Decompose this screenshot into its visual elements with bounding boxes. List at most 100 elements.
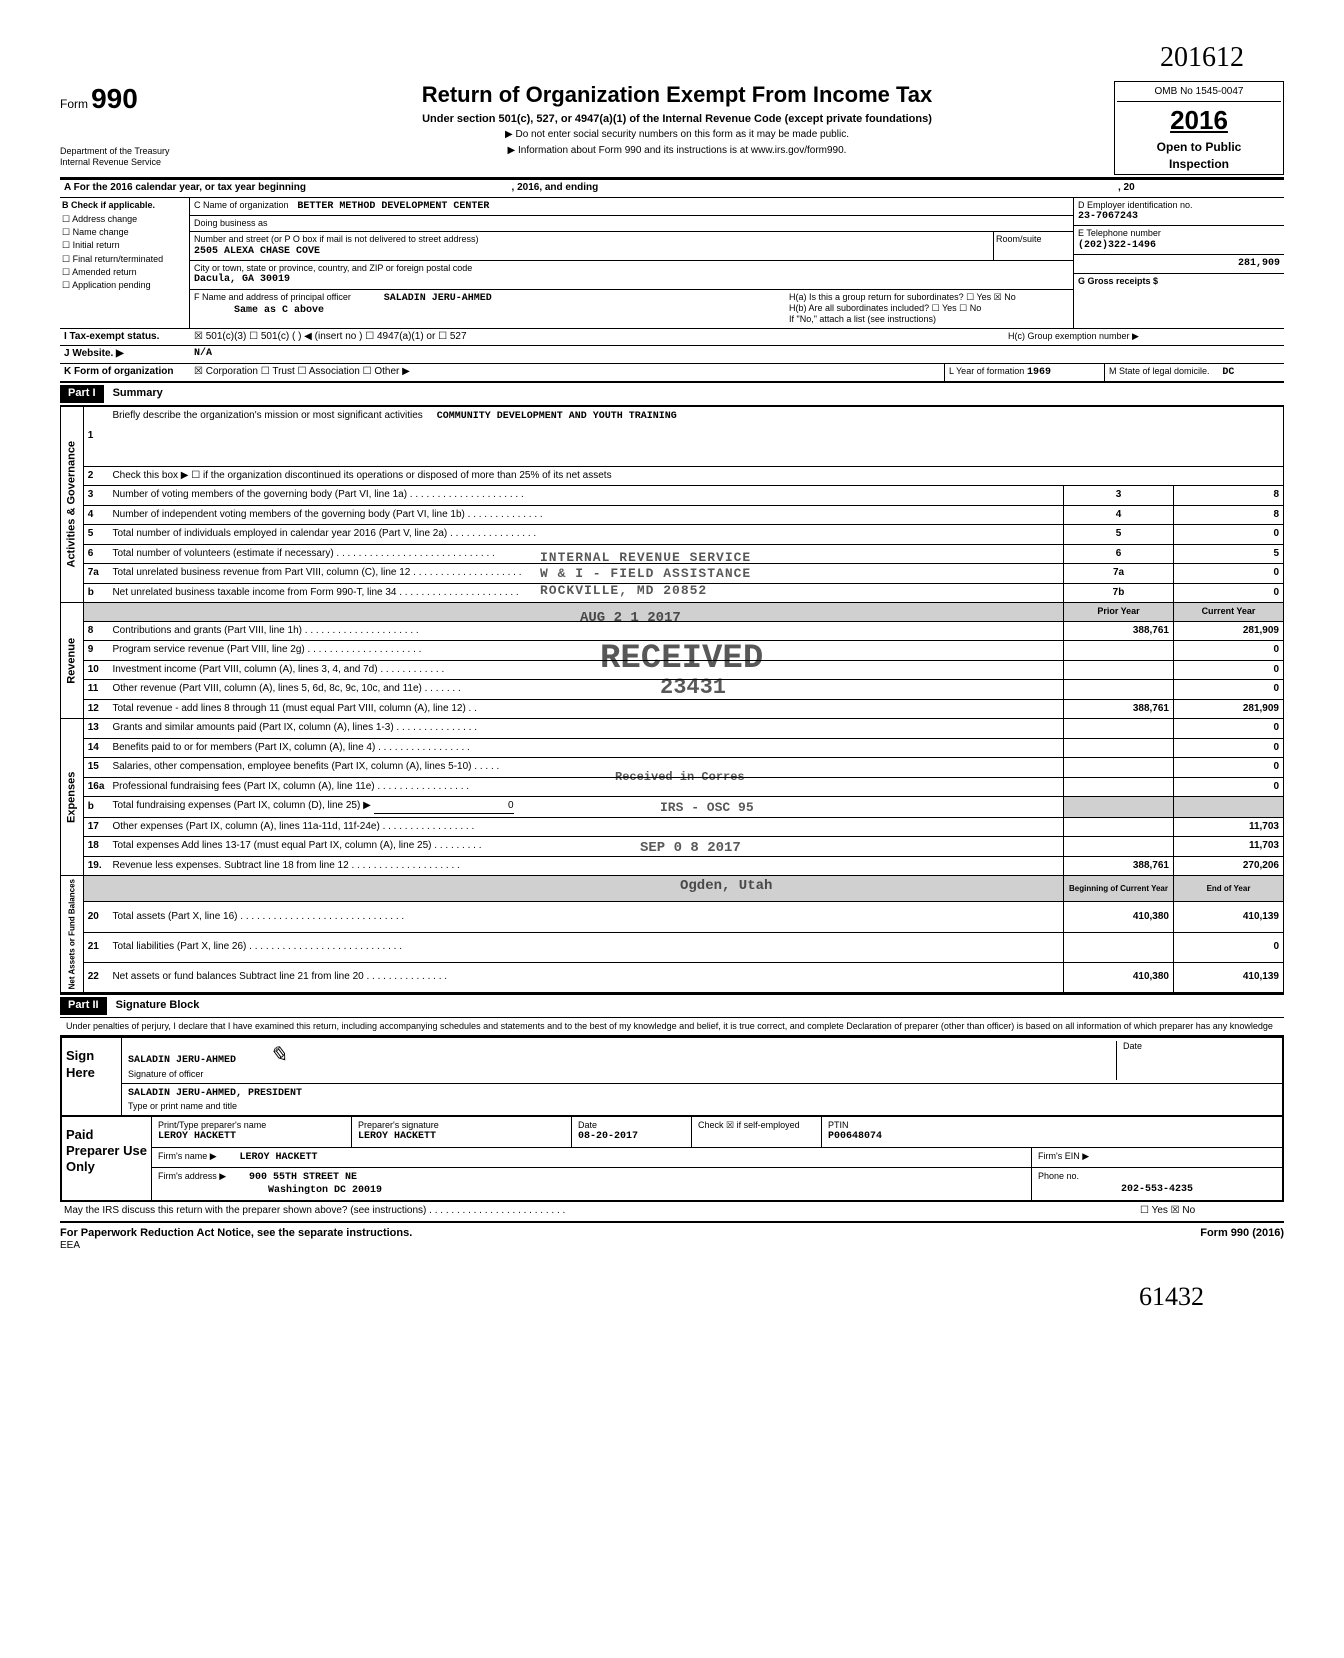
g-num-5: 5 xyxy=(83,525,108,545)
f-label: F Name and address of principal officer xyxy=(194,292,351,302)
g-desc-5: Total number of individuals employed in … xyxy=(108,525,1063,545)
e-py-15 xyxy=(1064,758,1174,778)
penalty-statement: Under penalties of perjury, I declare th… xyxy=(60,1018,1284,1036)
addr-value: 2505 ALEXA CHASE COVE xyxy=(194,246,1069,259)
officer-signature: ✎ xyxy=(269,1042,287,1067)
r-cy-10: 0 xyxy=(1174,660,1284,680)
prior-year-header: Prior Year xyxy=(1064,603,1174,621)
i-label: I Tax-exempt status. xyxy=(64,331,159,342)
line2[interactable]: Check this box ▶ ☐ if the organization d… xyxy=(108,466,1283,486)
prep-date: 08-20-2017 xyxy=(578,1131,685,1144)
chk-pending[interactable]: Application pending xyxy=(60,279,189,292)
n-py-21 xyxy=(1064,932,1174,962)
sig-print-name: SALADIN JERU-AHMED, PRESIDENT xyxy=(128,1088,302,1099)
prep-name: LEROY HACKETT xyxy=(158,1131,345,1144)
line16b-label: Total fundraising expenses (Part IX, col… xyxy=(112,800,370,811)
n-num-20: 20 xyxy=(83,902,108,932)
n-py-20: 410,380 xyxy=(1064,902,1174,932)
e-desc-13: Grants and similar amounts paid (Part IX… xyxy=(108,719,1063,739)
chk-name-change[interactable]: Name change xyxy=(60,226,189,239)
discuss-question: May the IRS discuss this return with the… xyxy=(64,1205,1140,1218)
firm-name-label: Firm's name ▶ xyxy=(158,1151,217,1161)
sig-print-label: Type or print name and title xyxy=(128,1101,1276,1112)
prep-date-label: Date xyxy=(578,1120,685,1131)
part2-title: Signature Block xyxy=(116,999,200,1013)
k-options[interactable]: ☒ Corporation ☐ Trust ☐ Association ☐ Ot… xyxy=(190,364,944,382)
part1-label: Part I xyxy=(60,385,104,403)
firm-addr1: 900 55TH STREET NE xyxy=(249,1172,357,1183)
row-j: J Website. ▶ N/A xyxy=(60,346,1284,364)
row-a-left: A For the 2016 calendar year, or tax yea… xyxy=(64,182,306,193)
n-desc-21: Total liabilities (Part X, line 26) . . … xyxy=(108,932,1063,962)
omb-number: OMB No 1545-0047 xyxy=(1117,84,1281,102)
h-b[interactable]: H(b) Are all subordinates included? ☐ Ye… xyxy=(789,303,1069,314)
g-num-7a: 7a xyxy=(83,564,108,584)
g-box-7b: 7b xyxy=(1064,583,1174,603)
n-py-22: 410,380 xyxy=(1064,963,1174,993)
chk-address-change[interactable]: Address change xyxy=(60,213,189,226)
j-value: N/A xyxy=(190,346,1284,363)
h-b-note: If "No," attach a list (see instructions… xyxy=(789,314,1069,325)
firm-addr-label: Firm's address ▶ xyxy=(158,1171,226,1181)
eoy-header: End of Year xyxy=(1174,876,1284,902)
h-c: H(c) Group exemption number ▶ xyxy=(1004,329,1284,346)
g-desc-4: Number of independent voting members of … xyxy=(108,505,1063,525)
city-label: City or town, state or province, country… xyxy=(194,263,1069,274)
prep-ptin-label: PTIN xyxy=(828,1120,1276,1131)
g-box-4: 4 xyxy=(1064,505,1174,525)
g-box-5: 5 xyxy=(1064,525,1174,545)
d-ein-label: D Employer identification no. xyxy=(1078,200,1280,211)
l-value: 1969 xyxy=(1027,367,1051,378)
r-num-9: 9 xyxy=(83,641,108,661)
side-governance: Activities & Governance xyxy=(61,406,84,603)
e-cy-19: 270,206 xyxy=(1174,856,1284,876)
form-number: 990 xyxy=(91,83,138,114)
sign-here-label: Sign Here xyxy=(62,1038,122,1115)
g-val-7b: 0 xyxy=(1174,583,1284,603)
summary-table: Activities & Governance 1 Briefly descri… xyxy=(60,406,1284,994)
firm-phone-label: Phone no. xyxy=(1038,1171,1079,1181)
r-cy-12: 281,909 xyxy=(1174,699,1284,719)
discuss-row: May the IRS discuss this return with the… xyxy=(60,1202,1284,1223)
line1-value: COMMUNITY DEVELOPMENT AND YOUTH TRAINING xyxy=(437,411,677,422)
form-header: Form 990 Department of the Treasury Inte… xyxy=(60,81,1284,175)
r-cy-11: 0 xyxy=(1174,680,1284,700)
prep-check-self-employed[interactable]: Check ☒ if self-employed xyxy=(692,1117,822,1147)
g-val-3: 8 xyxy=(1174,486,1284,506)
form-label: Form xyxy=(60,97,88,111)
g-box-6: 6 xyxy=(1064,544,1174,564)
chk-amended[interactable]: Amended return xyxy=(60,266,189,279)
e-desc-18: Total expenses Add lines 13-17 (must equ… xyxy=(108,837,1063,857)
subline-1: ▶ Do not enter social security numbers o… xyxy=(240,129,1114,142)
side-expenses: Expenses xyxy=(61,719,84,876)
signature-block: Sign Here SALADIN JERU-AHMED ✎ Signature… xyxy=(60,1036,1284,1117)
sig-name-typed: SALADIN JERU-AHMED xyxy=(128,1055,236,1066)
firm-phone: 202-553-4235 xyxy=(1038,1184,1276,1197)
r-py-9 xyxy=(1064,641,1174,661)
gross-val: 281,909 xyxy=(1238,258,1280,269)
g-val-5: 0 xyxy=(1174,525,1284,545)
i-options[interactable]: ☒ 501(c)(3) ☐ 501(c) ( ) ◀ (insert no ) … xyxy=(190,329,1004,346)
chk-final-return[interactable]: Final return/terminated xyxy=(60,253,189,266)
row-a-mid: , 2016, and ending xyxy=(512,182,599,193)
subline-2: ▶ Information about Form 990 and its ins… xyxy=(240,145,1114,158)
e-cy-15: 0 xyxy=(1174,758,1284,778)
dept-irs: Internal Revenue Service xyxy=(60,157,240,168)
g-val-6: 5 xyxy=(1174,544,1284,564)
addr-label: Number and street (or P O box if mail is… xyxy=(194,234,1069,245)
g-desc-3: Number of voting members of the governin… xyxy=(108,486,1063,506)
chk-initial-return[interactable]: Initial return xyxy=(60,239,189,252)
e-num-13: 13 xyxy=(83,719,108,739)
c-header: C Name of organization xyxy=(194,200,289,210)
prep-signature: LEROY HACKETT xyxy=(358,1131,565,1144)
e-num-19: 19. xyxy=(83,856,108,876)
g-val-7a: 0 xyxy=(1174,564,1284,584)
side-revenue: Revenue xyxy=(61,603,84,719)
line16b-value: 0 xyxy=(374,800,514,814)
line1-label: Briefly describe the organization's miss… xyxy=(112,410,422,421)
side-net-assets: Net Assets or Fund Balances xyxy=(61,876,84,993)
discuss-yes-no[interactable]: ☐ Yes ☒ No xyxy=(1140,1205,1280,1218)
city-value: Dacula, GA 30019 xyxy=(194,274,1069,287)
n-num-22: 22 xyxy=(83,963,108,993)
h-a[interactable]: H(a) Is this a group return for subordin… xyxy=(789,292,1069,303)
